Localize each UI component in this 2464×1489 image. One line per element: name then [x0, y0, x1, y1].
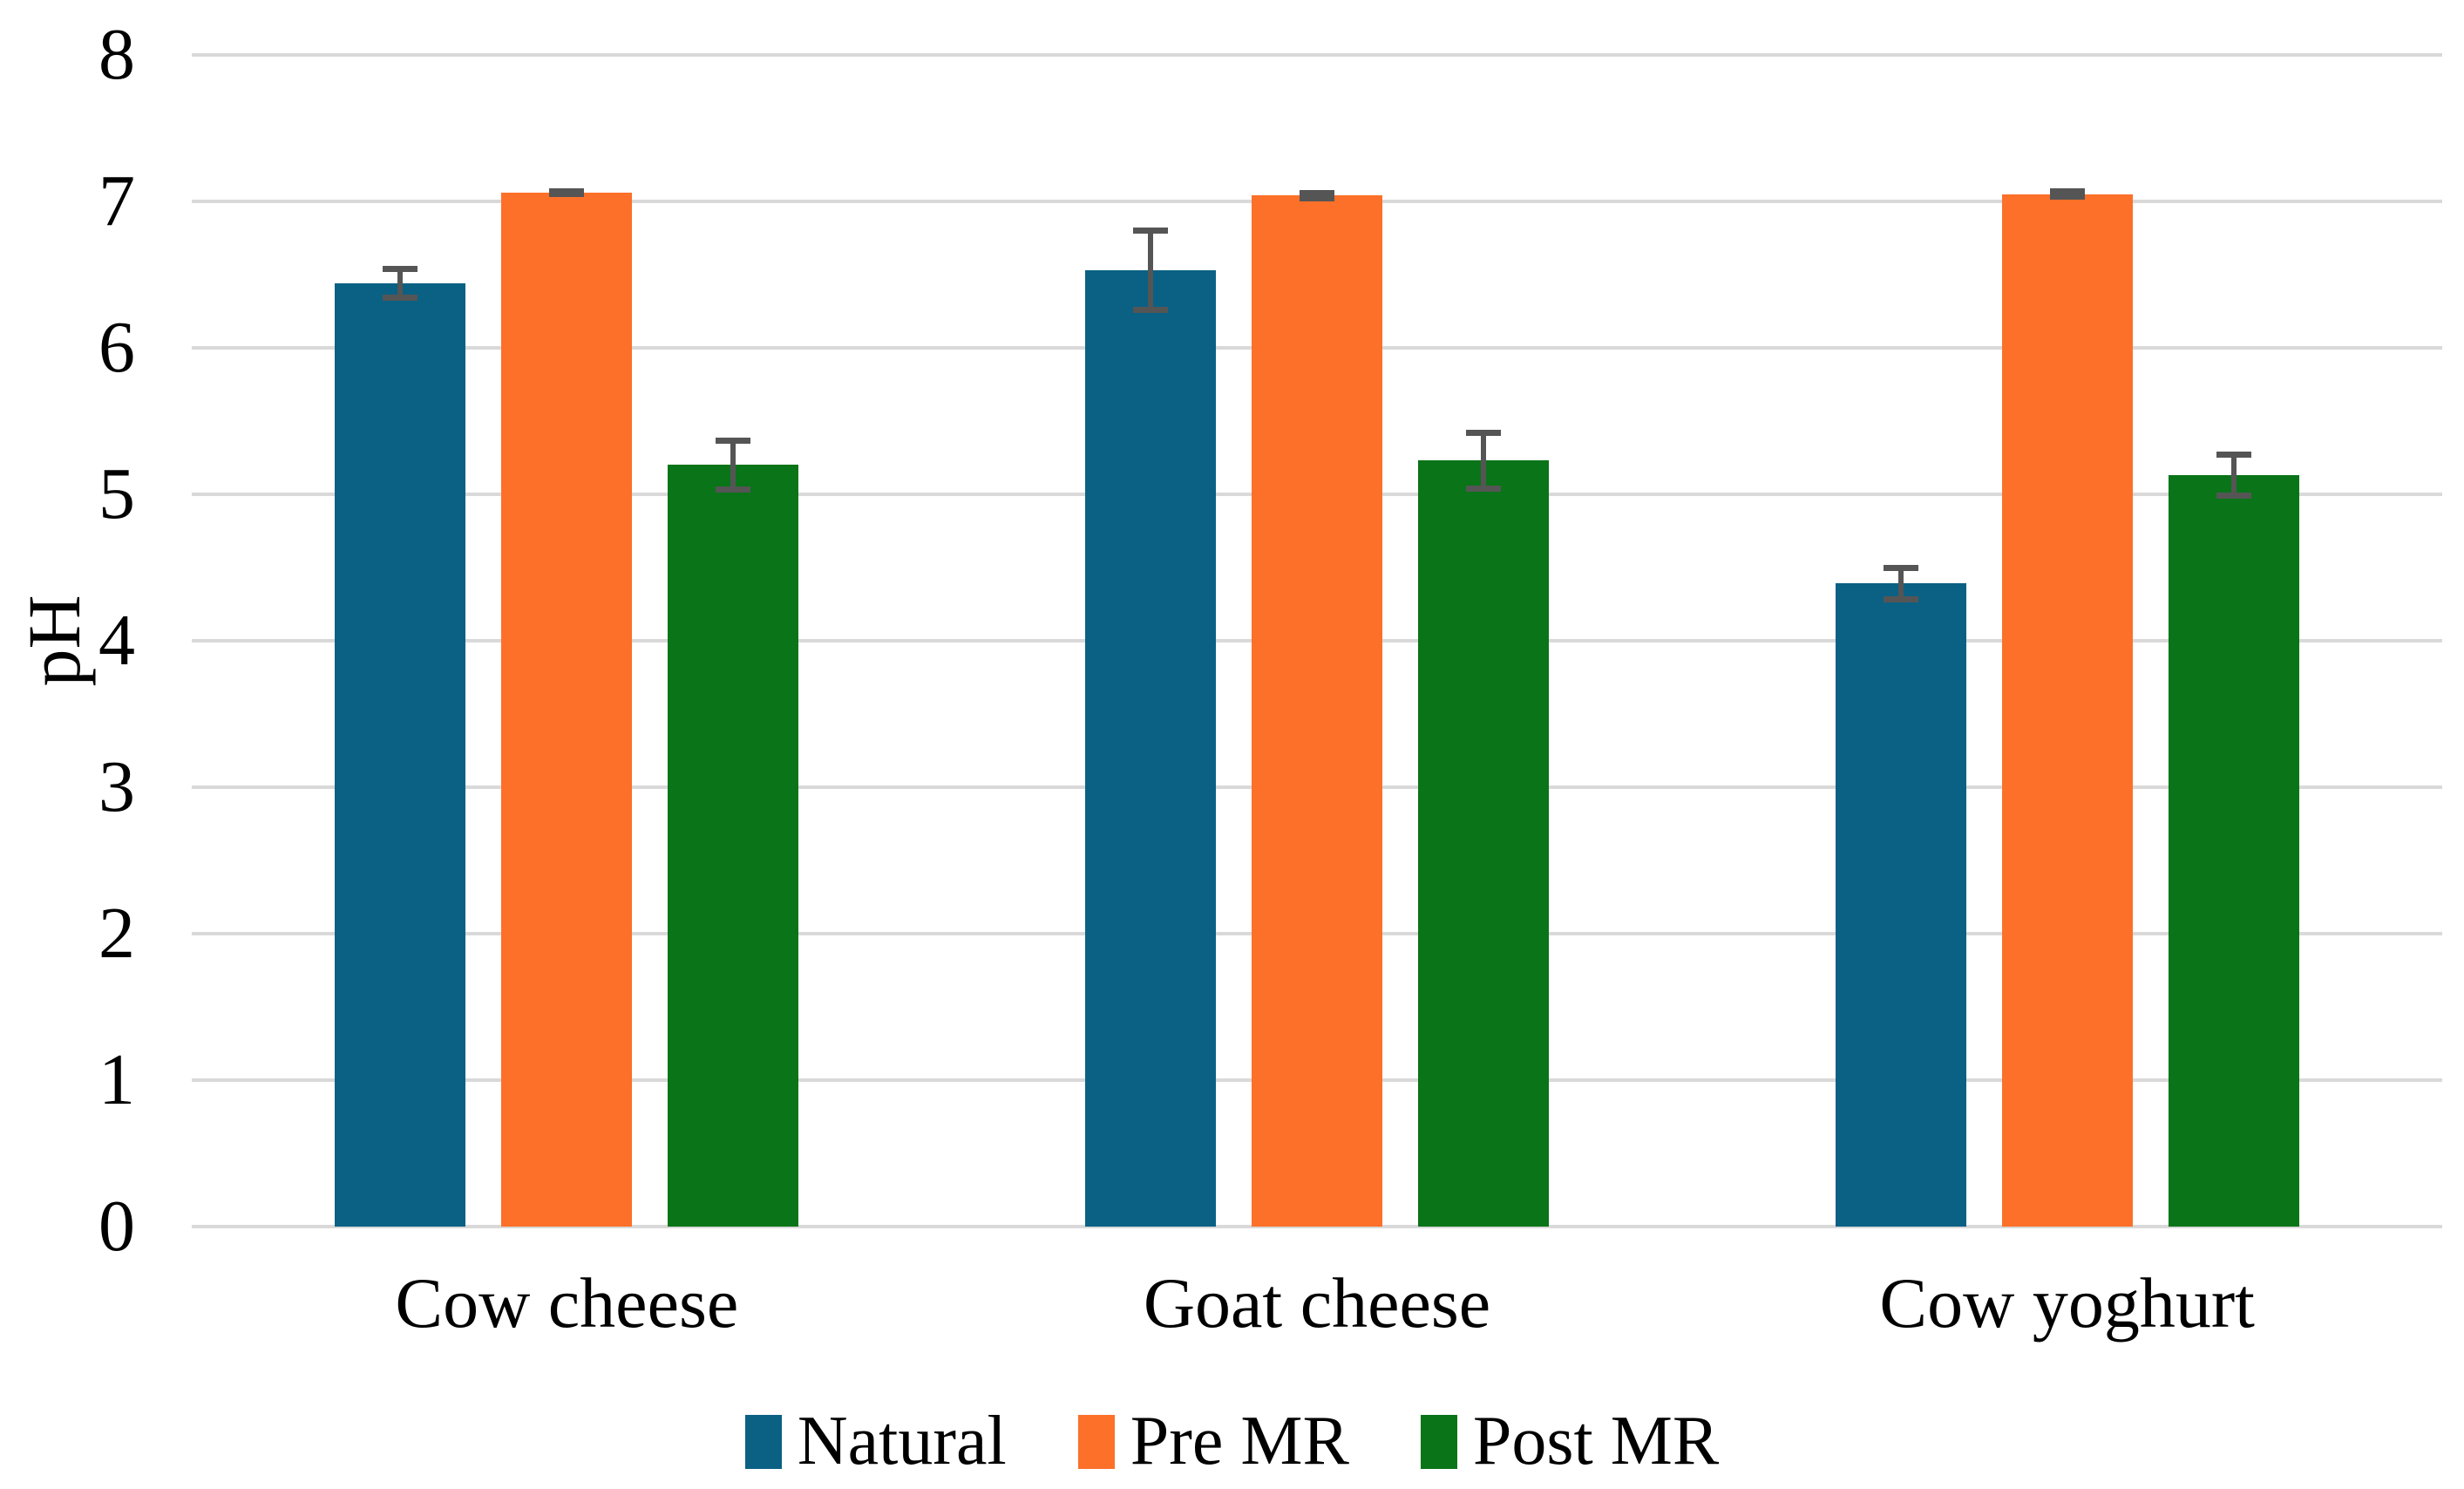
- y-tick-label-7: 7: [98, 160, 135, 241]
- legend: Natural Pre MR Post MR: [0, 1402, 2464, 1481]
- bar-natural-0: [335, 265, 466, 1227]
- error-bar-line: [1481, 430, 1486, 492]
- plot-area: [192, 53, 2442, 1228]
- y-tick-label-6: 6: [98, 307, 135, 388]
- error-bar-cap-bottom: [2049, 194, 2085, 201]
- y-tick-label-5: 5: [98, 453, 135, 534]
- error-bar-cap-bottom: [1466, 485, 1501, 492]
- error-bar-cap-top: [1883, 564, 1918, 571]
- y-tick-label-8: 8: [98, 14, 135, 95]
- error-bar: [2216, 452, 2251, 500]
- bar-pre-mr-2: [2001, 187, 2133, 1227]
- error-bar-line: [397, 265, 404, 302]
- error-bar: [1883, 564, 1918, 603]
- bar-pre-mr-0: [501, 187, 633, 1227]
- bar-post-mr-2: [2168, 452, 2299, 1227]
- error-bar-cap-top: [2216, 452, 2251, 459]
- bar-group-2: [1692, 55, 2442, 1227]
- gridline-y-0: [192, 1225, 2442, 1228]
- error-bar-cap-bottom: [2216, 493, 2251, 500]
- x-category-label-1: Goat cheese: [1143, 1263, 1491, 1343]
- error-bar-cap-top: [383, 265, 418, 272]
- legend-item-pre-mr: Pre MR: [1077, 1402, 1349, 1481]
- y-tick-label-3: 3: [98, 746, 135, 827]
- error-bar-cap-bottom: [716, 486, 751, 493]
- error-bar-line: [730, 437, 736, 493]
- error-bar: [549, 187, 585, 197]
- bar-group-0: [192, 55, 942, 1227]
- error-bar-cap-bottom: [1300, 195, 1334, 201]
- gridline-y-8: [192, 53, 2442, 57]
- legend-label: Pre MR: [1130, 1403, 1349, 1479]
- error-bar-cap-top: [1300, 189, 1334, 196]
- bar-natural-1: [1085, 228, 1216, 1227]
- error-bar: [1466, 430, 1501, 492]
- error-bar-cap-bottom: [1883, 596, 1918, 603]
- error-bar-cap-bottom: [549, 190, 585, 197]
- legend-swatch-icon: [1420, 1414, 1457, 1469]
- error-bar-cap-top: [716, 437, 751, 444]
- error-bar: [383, 265, 418, 302]
- x-category-label-0: Cow cheese: [395, 1263, 739, 1343]
- error-bar-line: [1148, 228, 1153, 313]
- error-bar: [1300, 189, 1334, 201]
- error-bar-cap-bottom: [383, 295, 418, 302]
- bar-group-1: [942, 55, 1693, 1227]
- y-tick-label-2: 2: [98, 893, 135, 974]
- error-bar-line: [2230, 452, 2237, 500]
- legend-item-post-mr: Post MR: [1420, 1402, 1720, 1481]
- legend-swatch-icon: [1077, 1414, 1115, 1469]
- error-bar: [1133, 228, 1168, 313]
- bar-natural-2: [1835, 564, 1966, 1227]
- bar-pre-mr-1: [1252, 189, 1382, 1227]
- legend-label: Post MR: [1472, 1403, 1720, 1479]
- legend-label: Natural: [797, 1403, 1007, 1479]
- error-bar-cap-top: [2049, 187, 2085, 194]
- error-bar-line: [1897, 564, 1904, 603]
- y-tick-label-0: 0: [98, 1186, 135, 1267]
- y-tick-label-4: 4: [98, 600, 135, 681]
- legend-swatch-icon: [744, 1414, 782, 1469]
- error-bar-cap-top: [1133, 228, 1168, 235]
- legend-item-natural: Natural: [744, 1402, 1007, 1481]
- bar-groups: [192, 55, 2442, 1227]
- y-tick-label-1: 1: [98, 1039, 135, 1120]
- error-bar: [2049, 187, 2085, 201]
- bar-post-mr-0: [668, 437, 799, 1227]
- error-bar: [716, 437, 751, 493]
- error-bar-cap-top: [1466, 430, 1501, 437]
- error-bar-cap-bottom: [1133, 306, 1168, 313]
- x-axis-labels: Cow cheese Goat cheese Cow yoghurt: [192, 1262, 2442, 1344]
- bar-post-mr-1: [1418, 430, 1549, 1227]
- x-category-label-2: Cow yoghurt: [1879, 1263, 2255, 1343]
